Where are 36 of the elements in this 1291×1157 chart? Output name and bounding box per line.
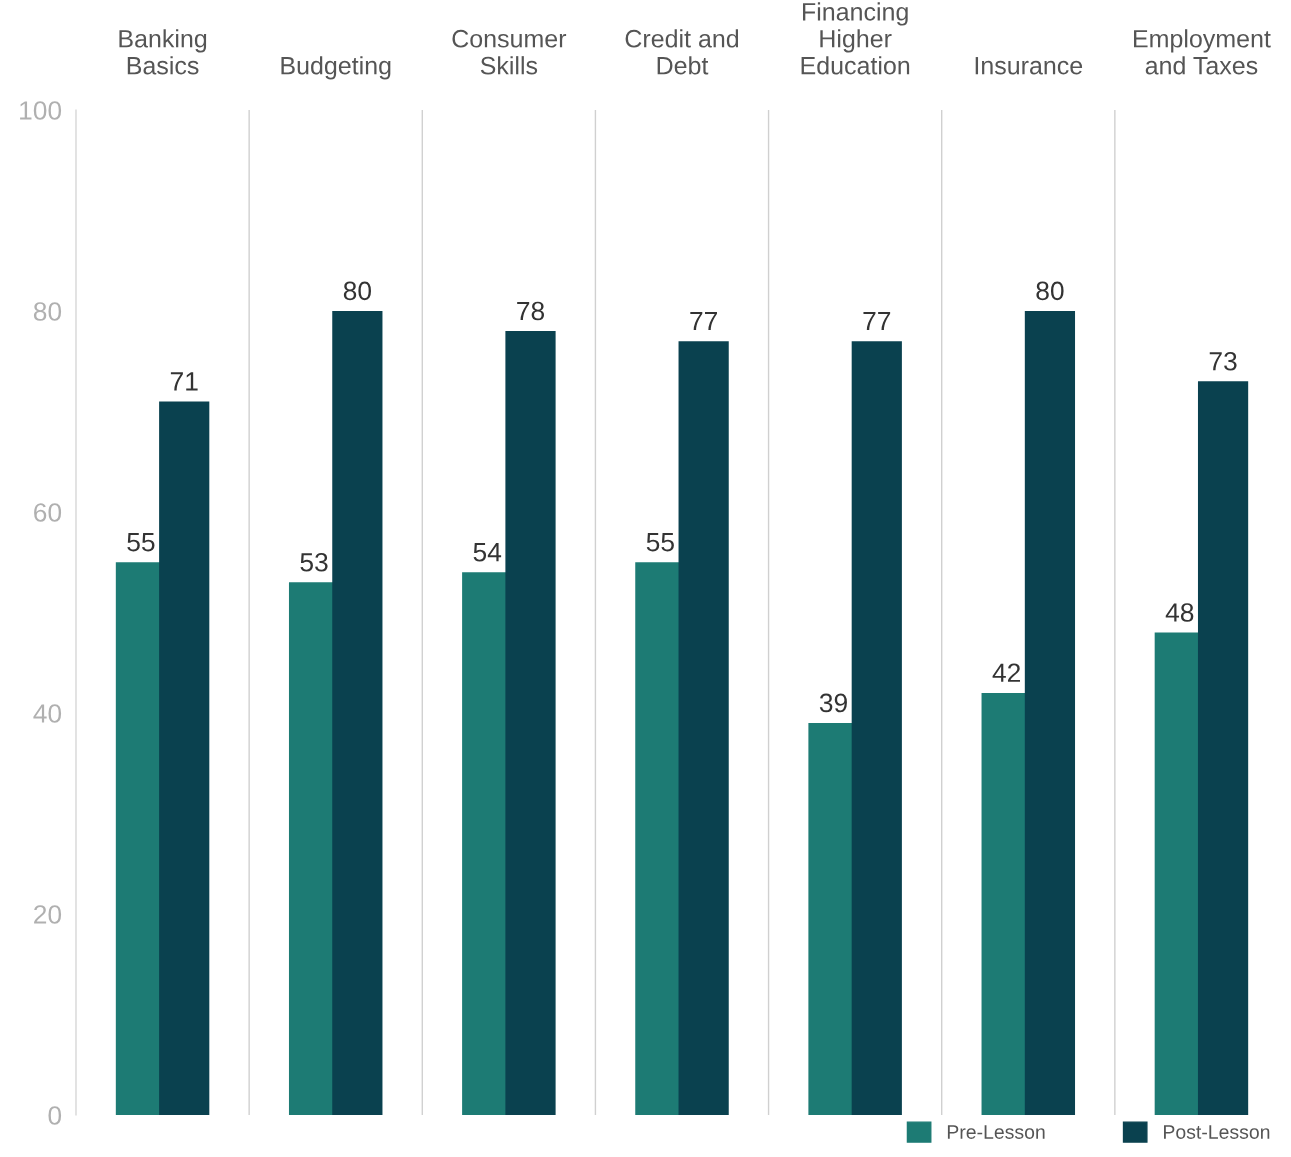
data-label: 80 — [1036, 281, 1064, 301]
data-label: 39 — [819, 693, 847, 713]
x-tick-label: Employment and Taxes — [1134, 29, 1271, 75]
y-tick-label: 20 — [34, 905, 62, 924]
x-tick-label: Banking Basics — [119, 29, 207, 75]
data-label: 77 — [690, 311, 717, 331]
data-label: 55 — [646, 533, 674, 552]
data-label: 78 — [517, 301, 545, 321]
y-tick-label: 100 — [20, 101, 62, 120]
bar — [1197, 381, 1249, 1115]
data-label: 71 — [170, 372, 198, 391]
x-tick-label: Insurance — [975, 57, 1083, 75]
data-label: 55 — [127, 533, 155, 552]
x-tick-label: Credit and Debt — [625, 29, 739, 75]
x-tick-label: Budgeting — [281, 56, 391, 80]
legend-label: Pre-Lesson — [947, 1125, 1045, 1139]
data-label: 53 — [300, 552, 328, 572]
y-tick-label: 0 — [48, 1106, 62, 1125]
bar — [1024, 311, 1076, 1115]
data-label: 80 — [343, 281, 371, 301]
x-tick-label: Financing Higher Education — [801, 2, 910, 75]
bar — [678, 341, 729, 1115]
bar — [505, 331, 556, 1115]
bar — [332, 311, 383, 1115]
data-label: 54 — [473, 543, 502, 562]
y-tick-label: 40 — [33, 704, 62, 723]
x-tick-label: Consumer Skills — [452, 29, 567, 75]
data-label: 42 — [992, 663, 1020, 682]
y-tick-label: 60 — [34, 503, 62, 522]
data-label: 73 — [1209, 351, 1237, 371]
bar — [851, 341, 902, 1115]
data-label: 48 — [1165, 603, 1194, 622]
y-tick-label: 80 — [33, 302, 62, 321]
bar — [159, 401, 210, 1115]
data-label: 77 — [863, 311, 891, 331]
legend-label: Post-Lesson — [1164, 1125, 1270, 1139]
